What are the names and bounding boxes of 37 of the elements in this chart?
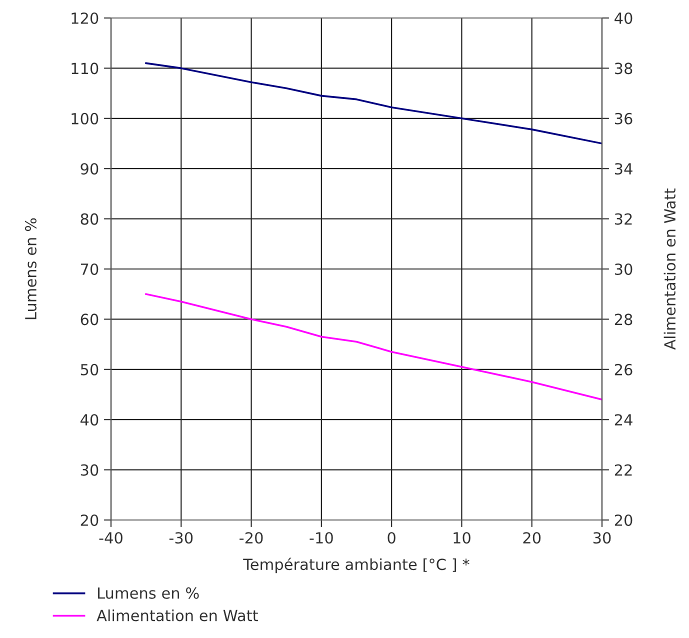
y-tick-label: 80	[80, 213, 98, 225]
y-tick-label: 30	[80, 464, 98, 476]
y2-tick-label: 30	[614, 263, 632, 276]
y-tick-label: 20	[80, 514, 98, 526]
y2-tick-label: 22	[614, 464, 632, 476]
legend-label: Alimentation en Watt	[96, 609, 258, 622]
y-tick-label: 90	[80, 163, 98, 175]
y2-tick-label: 40	[614, 12, 632, 24]
line-series	[145, 293, 602, 400]
y2-tick-label: 38	[614, 62, 632, 74]
y-tick-label: 70	[81, 263, 98, 276]
y-tick-label: 50	[80, 364, 98, 376]
legend-label: Lumens en %	[98, 587, 199, 599]
y-tick-label: 60	[80, 314, 98, 326]
y2-tick-label: 28	[614, 314, 632, 326]
y2-tick-label: 36	[614, 112, 632, 124]
x-tick-label: -40	[99, 532, 122, 544]
x-tick-label: 30	[593, 532, 611, 544]
y2-tick-label: 20	[614, 514, 632, 526]
line-series	[145, 62, 602, 144]
x-tick-label: -20	[240, 532, 263, 544]
y2-tick-label: 26	[614, 364, 632, 376]
y-axis-title: Lumens en %	[24, 218, 37, 320]
x-tick-label: 0	[388, 532, 396, 544]
x-tick-label: -30	[169, 532, 193, 544]
x-tick-label: 10	[454, 532, 470, 544]
y2-axis-title: Alimentation en Watt	[664, 188, 676, 350]
y2-tick-label: 32	[614, 213, 632, 225]
x-tick-label: -10	[310, 532, 333, 544]
x-axis-title: Température ambiante [°C ] *	[243, 558, 470, 574]
y-tick-label: 100	[72, 112, 98, 124]
x-tick-label: 20	[523, 532, 541, 544]
y-tick-label: 120	[72, 12, 98, 24]
y2-tick-label: 34	[614, 163, 632, 175]
y-tick-label: 40	[80, 414, 98, 426]
y-tick-label: 110	[72, 62, 98, 74]
y2-tick-label: 24	[614, 414, 632, 426]
